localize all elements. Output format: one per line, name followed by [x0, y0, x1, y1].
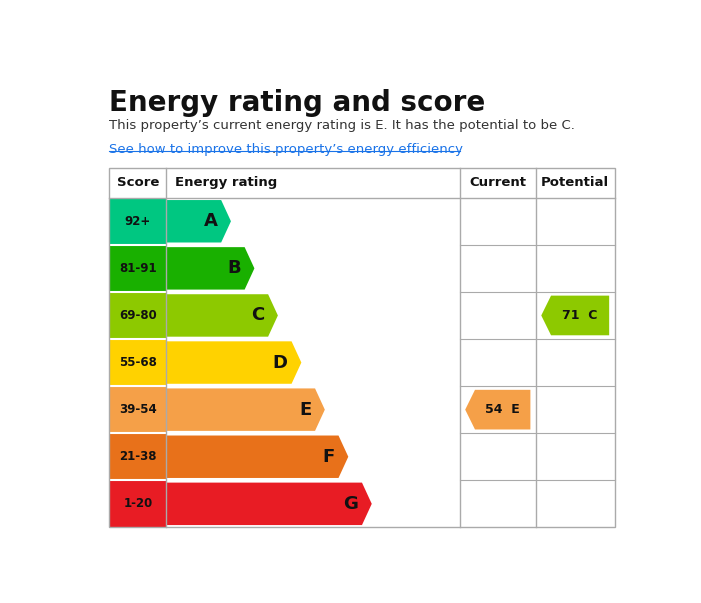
Polygon shape	[166, 247, 254, 289]
Text: 81-91: 81-91	[119, 262, 157, 275]
Polygon shape	[166, 482, 372, 525]
Bar	[109, 168, 615, 528]
Polygon shape	[166, 294, 278, 336]
Text: Potential: Potential	[541, 176, 609, 189]
Text: 39-54: 39-54	[119, 403, 157, 416]
Text: 1-20: 1-20	[123, 497, 153, 510]
Bar	[109, 480, 166, 528]
Text: .: .	[272, 143, 276, 156]
Text: F: F	[322, 448, 334, 466]
Text: Score: Score	[116, 176, 159, 189]
Polygon shape	[166, 435, 348, 478]
Text: G: G	[343, 495, 358, 513]
Text: Energy rating and score: Energy rating and score	[109, 89, 486, 116]
Text: 71  C: 71 C	[562, 309, 598, 322]
Text: D: D	[273, 353, 288, 371]
Bar	[109, 386, 166, 433]
Polygon shape	[166, 341, 301, 384]
Text: 92+: 92+	[125, 215, 151, 228]
Text: Energy rating: Energy rating	[175, 176, 277, 189]
Text: See how to improve this property’s energy efficiency: See how to improve this property’s energ…	[109, 143, 463, 156]
Text: This property’s current energy rating is E. It has the potential to be C.: This property’s current energy rating is…	[109, 119, 576, 132]
Bar	[109, 245, 166, 292]
Text: 55-68: 55-68	[119, 356, 157, 369]
Bar	[109, 433, 166, 480]
Polygon shape	[541, 295, 609, 335]
Text: B: B	[227, 259, 241, 277]
Text: C: C	[251, 306, 264, 324]
Text: 21-38: 21-38	[119, 450, 156, 463]
Text: E: E	[299, 400, 311, 418]
Text: Current: Current	[469, 176, 526, 189]
Bar	[109, 339, 166, 386]
Polygon shape	[166, 388, 325, 431]
Text: 69-80: 69-80	[119, 309, 157, 322]
Bar	[109, 198, 166, 245]
Polygon shape	[166, 200, 231, 242]
Bar	[109, 292, 166, 339]
Polygon shape	[465, 390, 531, 429]
Text: 54  E: 54 E	[485, 403, 520, 416]
Text: A: A	[203, 212, 217, 230]
